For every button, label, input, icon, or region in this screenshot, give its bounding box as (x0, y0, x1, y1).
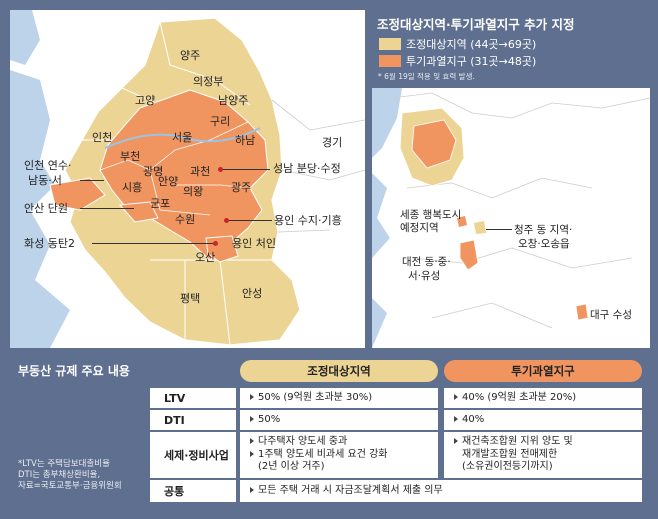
label-daejeon-1: 대전 동·중· (402, 256, 451, 268)
label-incheon: 인천 (92, 131, 113, 144)
label-namyangju: 남양주 (218, 94, 249, 107)
leader-ansan (80, 208, 134, 209)
label-gyeonggi: 경기 (322, 136, 343, 149)
label-namdong-seo: 남동·서 (28, 174, 62, 187)
label-cheongju-2: 오창·오송읍 (518, 238, 570, 250)
national-map: 세종 행복도시 예정지역 청주 동 지역· 오창·오송읍 대전 동·중· 서·유… (372, 88, 650, 348)
label-bucheon: 부천 (120, 150, 141, 163)
legend-label-overheated: 투기과열지구 (31곳→48곳) (406, 55, 537, 68)
label-seoul: 서울 (172, 131, 193, 144)
label-suwon: 수원 (175, 213, 196, 226)
capital-area-map-shapes (10, 10, 365, 348)
cell-dti-overheated: 40% (444, 410, 642, 430)
leader-yongin-suji (228, 220, 272, 221)
label-sejong-1: 세종 행복도시 (400, 209, 462, 221)
cell-tax-adjusted: 다주택자 양도세 중과 1주택 양도세 비과세 요건 강화 (2년 이상 거주) (240, 432, 438, 478)
label-hwaseong: 화성 동탄2 (24, 237, 75, 250)
label-gwangmyeong: 광명 (143, 165, 164, 178)
leader-hwaseong (92, 243, 214, 244)
row-label-tax: 세제·정비사업 (150, 432, 236, 478)
label-yangju: 양주 (180, 49, 201, 62)
cell-common: 모든 주택 거래 시 자금조달계획서 제출 의무 (240, 480, 642, 502)
legend-label-adjusted: 조정대상지역 (44곳→69곳) (406, 38, 537, 51)
label-pyeongtaek: 평택 (180, 292, 201, 305)
label-seongnam: 성남 분당·수정 (273, 162, 341, 175)
row-label-common: 공통 (150, 480, 236, 502)
marker-seongnam (218, 167, 223, 172)
capital-area-map: 양주 의정부 고양 남양주 구리 서울 하남 경기 인천 부천 광명 과천 성남… (10, 10, 365, 348)
national-map-shapes (372, 88, 650, 348)
leader-seongnam (222, 169, 270, 170)
cell-tax-overheated: 재건축조합원 지위 양도 및 재개발조합원 전매제한 (소유권이전등기까지) (444, 432, 642, 478)
label-cheongju-1: 청주 동 지역· (514, 224, 573, 236)
label-yongin-cheoin: 용인 처인 (232, 237, 276, 250)
label-osan: 오산 (195, 251, 216, 264)
label-guri: 구리 (210, 115, 231, 128)
label-uiwang: 의왕 (183, 185, 204, 198)
cell-ltv-adjusted: 50% (9억원 초과분 30%) (240, 388, 438, 408)
legend-swatch-overheated (379, 55, 401, 67)
label-hanam: 하남 (235, 134, 256, 147)
footnote: *LTV는 주택담보대출비율 DTI는 총부채상환비율, 자료=국토교통부·금융… (18, 459, 122, 492)
label-gwacheon: 과천 (190, 165, 211, 178)
label-incheon-yeonsu: 인천 연수· (24, 159, 72, 172)
label-gwangju: 광주 (231, 181, 252, 194)
label-yongin-suji: 용인 수지·기흥 (274, 214, 342, 227)
legend-item-overheated: 투기과열지구 (31곳→48곳) (379, 53, 536, 69)
legend-swatch-adjusted (379, 38, 401, 50)
marker-yongin-suji (224, 218, 229, 223)
label-anseong: 안성 (242, 287, 263, 300)
legend-title: 조정대상지역·투기과열지구 추가 지정 (377, 17, 575, 32)
regulation-table: 부동산 규제 주요 내용 조정대상지역 투기과열지구 LTV 50% (9억원 … (10, 356, 650, 512)
label-sejong-2: 예정지역 (400, 222, 439, 234)
cell-dti-adjusted: 50% (240, 410, 438, 430)
legend-note: * 6월 19일 적용 및 효력 발생. (378, 72, 475, 81)
row-label-dti: DTI (150, 410, 236, 430)
label-anyang: 안양 (158, 175, 179, 188)
legend-item-adjusted: 조정대상지역 (44곳→69곳) (379, 36, 536, 52)
label-daegu: 대구 수성 (590, 309, 632, 321)
leader-incheon (80, 180, 104, 181)
cell-ltv-overheated: 40% (9억원 초과분 20%) (444, 388, 642, 408)
label-ansan: 안산 단원 (24, 202, 68, 215)
label-uijeongbu: 의정부 (193, 75, 224, 88)
label-goyang: 고양 (135, 94, 156, 107)
label-daejeon-2: 서·유성 (408, 270, 441, 282)
header-adjusted-area: 조정대상지역 (240, 360, 438, 382)
leader-cheongju (486, 229, 512, 230)
label-gunpo: 군포 (150, 197, 171, 210)
marker-hwaseong (213, 241, 218, 246)
row-label-ltv: LTV (150, 388, 236, 408)
label-siheung: 시흥 (122, 181, 143, 194)
header-overheated-area: 투기과열지구 (444, 360, 642, 382)
table-title: 부동산 규제 주요 내용 (18, 364, 130, 378)
